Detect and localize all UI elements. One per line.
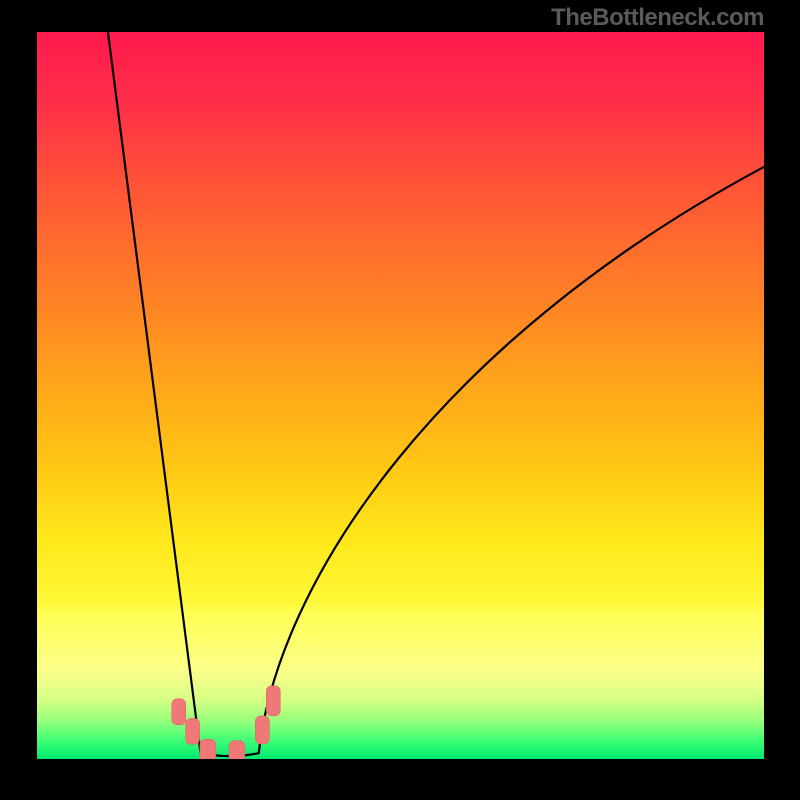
curve-marker xyxy=(200,739,216,759)
curve-marker xyxy=(229,741,245,759)
curve-marker xyxy=(266,686,280,716)
curve-layer xyxy=(37,32,764,759)
chart-container: TheBottleneck.com xyxy=(0,0,800,800)
curve-marker xyxy=(255,716,269,744)
curve-marker xyxy=(186,718,200,744)
plot-area xyxy=(37,32,764,759)
watermark-text: TheBottleneck.com xyxy=(551,4,764,32)
bottleneck-curve xyxy=(106,32,764,756)
marker-group xyxy=(172,686,281,759)
curve-marker xyxy=(172,699,186,725)
